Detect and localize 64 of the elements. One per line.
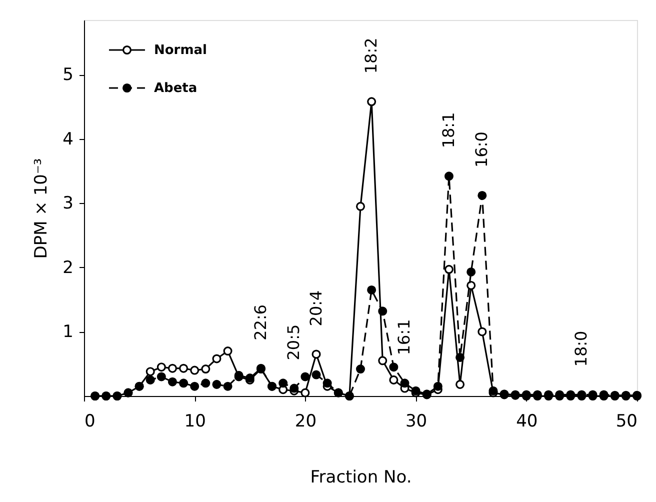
point xyxy=(367,285,376,294)
point xyxy=(356,364,366,374)
point xyxy=(456,352,465,362)
x-axis-title: Fraction No. xyxy=(310,468,412,488)
point xyxy=(466,267,476,276)
point xyxy=(389,375,398,384)
point xyxy=(179,378,188,388)
point xyxy=(201,364,210,374)
legend-label: Normal xyxy=(154,43,207,58)
point xyxy=(444,264,454,274)
point xyxy=(400,378,410,388)
point xyxy=(190,366,200,375)
point xyxy=(378,356,388,366)
x-tick-label: 30 xyxy=(405,412,428,432)
y-tick-label: 4 xyxy=(62,129,74,150)
point xyxy=(356,202,366,211)
point xyxy=(478,190,487,200)
point xyxy=(312,350,321,359)
point xyxy=(190,382,200,391)
point xyxy=(146,375,155,384)
point xyxy=(156,372,166,382)
y-tick-label: 2 xyxy=(62,258,74,278)
point xyxy=(478,327,487,336)
point xyxy=(156,362,166,372)
y-axis-title: DPM × 10⁻³ xyxy=(32,158,52,259)
y-tick-label: 3 xyxy=(62,194,74,214)
point xyxy=(278,378,288,388)
point xyxy=(312,370,321,380)
point xyxy=(168,377,177,386)
point xyxy=(212,380,222,389)
point xyxy=(223,346,232,356)
point xyxy=(444,172,454,181)
point xyxy=(300,372,310,382)
annotation: 20:5 xyxy=(284,324,304,360)
point xyxy=(322,378,332,388)
annotation: 18:1 xyxy=(438,112,458,148)
point xyxy=(212,354,222,364)
x-tick-label: 50 xyxy=(616,412,638,432)
point xyxy=(389,362,398,372)
point xyxy=(466,280,476,290)
point xyxy=(201,378,210,388)
x-tick-label: 0 xyxy=(84,412,96,432)
annotation: 18:0 xyxy=(572,330,591,367)
x-tick-label: 20 xyxy=(294,412,317,432)
point xyxy=(290,384,299,393)
point xyxy=(223,382,232,391)
point xyxy=(146,367,155,376)
annotation: 16:0 xyxy=(472,132,492,168)
y-tick-label: 1 xyxy=(62,322,74,342)
point xyxy=(433,382,442,391)
annotation: 22:6 xyxy=(250,304,270,340)
point xyxy=(367,97,376,106)
point xyxy=(378,306,388,316)
x-tick-label: 40 xyxy=(516,412,538,432)
annotation: 20:4 xyxy=(306,290,326,326)
legend-label: Abeta xyxy=(154,81,198,96)
point xyxy=(456,380,465,389)
x-tick-label: 10 xyxy=(184,412,206,432)
point xyxy=(300,388,310,398)
annotation: 16:1 xyxy=(394,319,414,356)
y-tick-label: 5 xyxy=(62,65,74,86)
point xyxy=(168,364,177,373)
annotation: 18:2 xyxy=(362,38,381,74)
point xyxy=(179,364,188,373)
